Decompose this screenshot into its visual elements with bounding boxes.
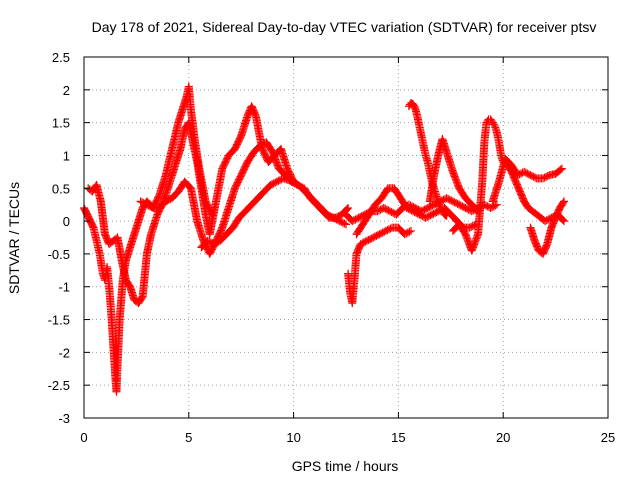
data-point — [344, 203, 353, 212]
x-tick-label: 5 — [185, 430, 192, 445]
data-point — [559, 197, 568, 206]
x-tick-label: 10 — [286, 430, 300, 445]
data-point — [491, 201, 500, 210]
y-tick-label: 1.5 — [52, 116, 70, 131]
data-point — [442, 211, 451, 220]
chart-title: Day 178 of 2021, Sidereal Day-to-day VTE… — [92, 19, 597, 35]
data-point — [559, 198, 568, 207]
y-tick-label: -0.5 — [48, 247, 70, 262]
x-tick-label: 20 — [496, 430, 510, 445]
x-tick-label: 15 — [391, 430, 405, 445]
series-sat-i — [425, 135, 483, 216]
grid-lines — [84, 57, 608, 418]
data-point — [489, 120, 498, 129]
data-point — [441, 211, 450, 220]
plot-frame — [83, 56, 609, 419]
series-sat-d — [197, 174, 350, 252]
data-point — [406, 226, 415, 235]
data-points — [80, 82, 568, 396]
data-point — [340, 219, 349, 228]
data-point — [559, 217, 568, 226]
data-point — [405, 227, 414, 236]
y-tick-label: -2.5 — [48, 378, 70, 393]
y-tick-label: 2.5 — [52, 50, 70, 65]
x-tick-label: 0 — [80, 430, 87, 445]
data-point — [557, 164, 566, 173]
y-tick-label: -2 — [58, 345, 70, 360]
axis-ticks: 2.5 2 1.5 1 0.5 0 -0.5 -1 -1.5 -2 -2.5 -3 0 5 10 15 20 25 — [48, 50, 616, 445]
y-axis-label: SDTVAR / TECUs — [6, 182, 22, 294]
series-sat-g — [352, 184, 480, 239]
series-sat-l — [526, 197, 568, 258]
data-point — [342, 220, 350, 229]
data-point — [558, 215, 567, 224]
y-tick-label: -3 — [58, 411, 70, 426]
y-tick-label: 1 — [63, 148, 70, 163]
series-sat-b — [84, 102, 298, 308]
x-tick-label: 25 — [601, 430, 615, 445]
y-tick-label: 0.5 — [52, 181, 70, 196]
data-point — [492, 200, 501, 209]
y-tick-label: 2 — [63, 83, 70, 98]
x-axis-label: GPS time / hours — [292, 458, 399, 474]
series-sat-k — [488, 154, 566, 206]
data-point — [556, 165, 565, 174]
y-tick-label: 0 — [63, 214, 70, 229]
y-tick-label: -1 — [58, 280, 70, 295]
series-sat-e — [344, 223, 415, 308]
y-tick-label: -1.5 — [48, 313, 70, 328]
